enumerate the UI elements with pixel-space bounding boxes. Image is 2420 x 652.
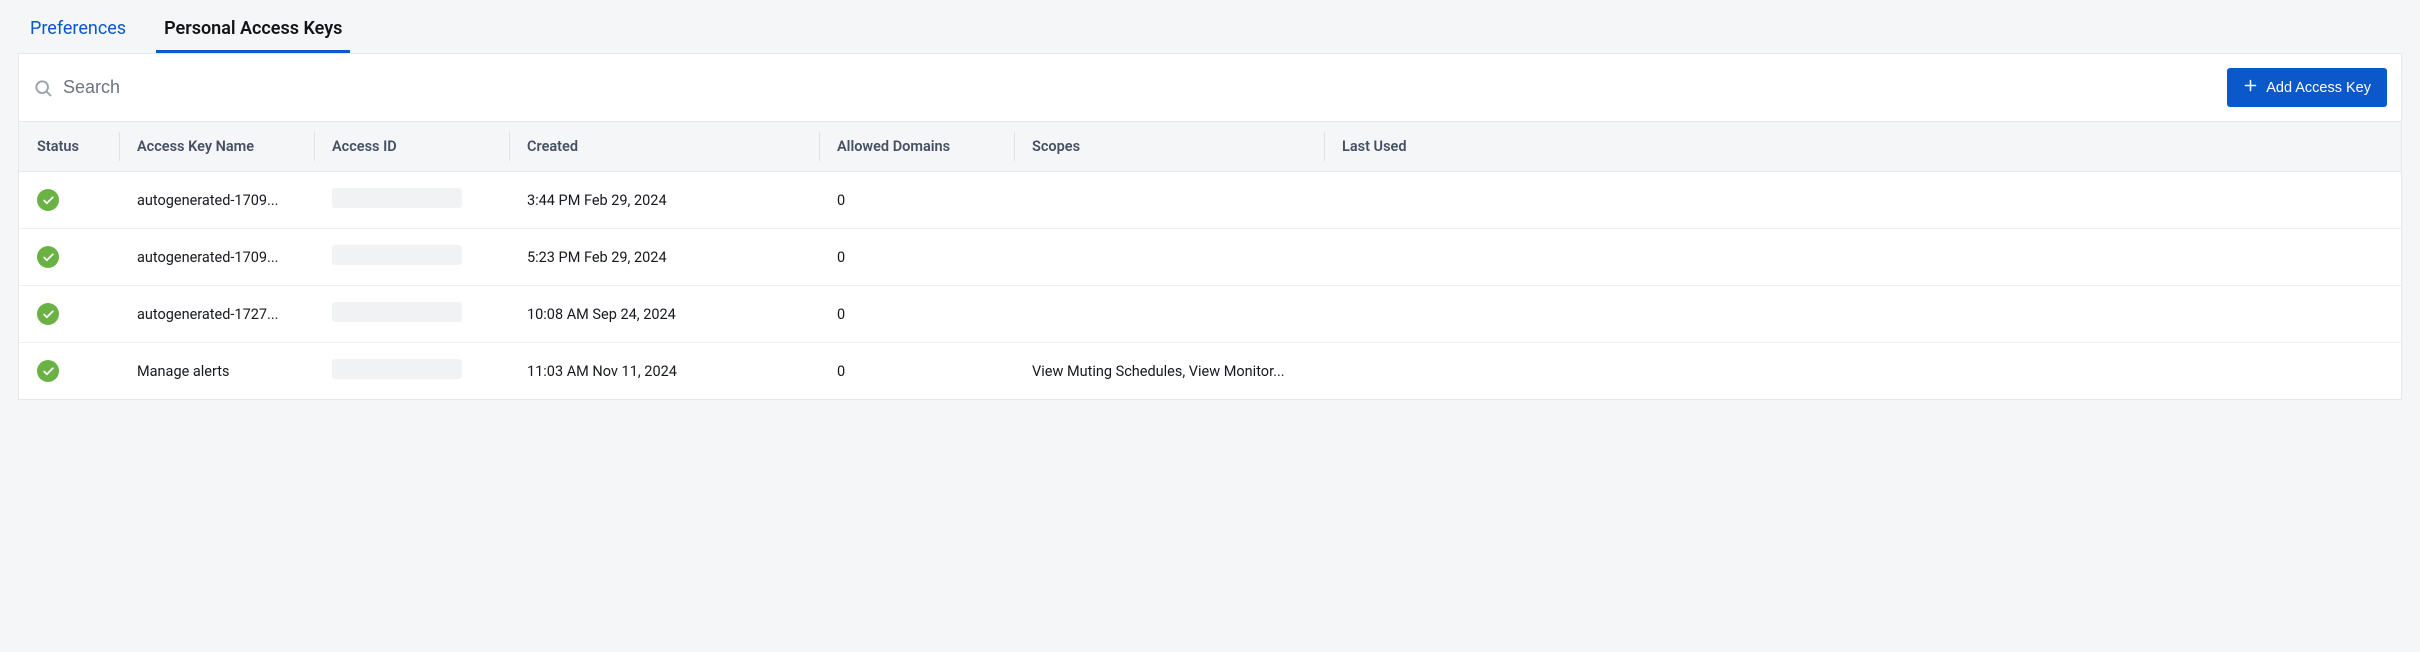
status-ok-icon bbox=[37, 303, 59, 325]
search-icon bbox=[33, 78, 53, 98]
cell-name: Manage alerts bbox=[119, 347, 314, 396]
status-ok-icon bbox=[37, 360, 59, 382]
cell-domains: 0 bbox=[819, 233, 1014, 282]
redacted-id bbox=[332, 245, 462, 265]
cell-name: autogenerated-1727... bbox=[119, 290, 314, 339]
cell-last-used bbox=[1324, 184, 2401, 216]
cell-scopes bbox=[1014, 184, 1324, 216]
col-header-id[interactable]: Access ID bbox=[314, 122, 509, 171]
cell-created: 5:23 PM Feb 29, 2024 bbox=[509, 233, 819, 282]
cell-last-used bbox=[1324, 298, 2401, 330]
add-access-key-label: Add Access Key bbox=[2266, 80, 2371, 96]
cell-id bbox=[314, 229, 509, 285]
table-header: Status Access Key Name Access ID Created… bbox=[19, 121, 2401, 172]
cell-created: 11:03 AM Nov 11, 2024 bbox=[509, 347, 819, 396]
add-access-key-button[interactable]: Add Access Key bbox=[2227, 68, 2387, 107]
access-keys-panel: Add Access Key Status Access Key Name Ac… bbox=[18, 53, 2402, 400]
col-header-last-used[interactable]: Last Used bbox=[1324, 122, 2401, 171]
tabs: Preferences Personal Access Keys bbox=[18, 0, 2402, 53]
tab-preferences[interactable]: Preferences bbox=[30, 18, 126, 53]
redacted-id bbox=[332, 302, 462, 322]
cell-created: 10:08 AM Sep 24, 2024 bbox=[509, 290, 819, 339]
cell-id bbox=[314, 286, 509, 342]
cell-domains: 0 bbox=[819, 290, 1014, 339]
tab-personal-access-keys[interactable]: Personal Access Keys bbox=[164, 18, 342, 53]
col-header-name[interactable]: Access Key Name bbox=[119, 122, 314, 171]
cell-id bbox=[314, 172, 509, 228]
cell-last-used bbox=[1324, 355, 2401, 387]
cell-status bbox=[19, 173, 119, 227]
cell-last-used bbox=[1324, 241, 2401, 273]
table-row[interactable]: autogenerated-1709... 3:44 PM Feb 29, 202… bbox=[19, 172, 2401, 229]
col-header-domains[interactable]: Allowed Domains bbox=[819, 122, 1014, 171]
plus-icon bbox=[2243, 78, 2258, 97]
table-body: autogenerated-1709... 3:44 PM Feb 29, 202… bbox=[19, 172, 2401, 399]
cell-domains: 0 bbox=[819, 347, 1014, 396]
col-header-status[interactable]: Status bbox=[19, 122, 119, 171]
toolbar: Add Access Key bbox=[19, 54, 2401, 121]
table-row[interactable]: autogenerated-1727... 10:08 AM Sep 24, 20… bbox=[19, 286, 2401, 343]
redacted-id bbox=[332, 188, 462, 208]
cell-name: autogenerated-1709... bbox=[119, 233, 314, 282]
cell-domains: 0 bbox=[819, 176, 1014, 225]
redacted-id bbox=[332, 359, 462, 379]
cell-scopes: View Muting Schedules, View Monitor... bbox=[1014, 347, 1324, 396]
col-header-created[interactable]: Created bbox=[509, 122, 819, 171]
table-row[interactable]: Manage alerts 11:03 AM Nov 11, 20240View … bbox=[19, 343, 2401, 399]
cell-id bbox=[314, 343, 509, 399]
cell-status bbox=[19, 230, 119, 284]
status-ok-icon bbox=[37, 189, 59, 211]
col-header-scopes[interactable]: Scopes bbox=[1014, 122, 1324, 171]
cell-status bbox=[19, 344, 119, 398]
table-row[interactable]: autogenerated-1709... 5:23 PM Feb 29, 202… bbox=[19, 229, 2401, 286]
cell-name: autogenerated-1709... bbox=[119, 176, 314, 225]
cell-created: 3:44 PM Feb 29, 2024 bbox=[509, 176, 819, 225]
cell-status bbox=[19, 287, 119, 341]
status-ok-icon bbox=[37, 246, 59, 268]
search-input[interactable] bbox=[63, 77, 2217, 98]
cell-scopes bbox=[1014, 298, 1324, 330]
cell-scopes bbox=[1014, 241, 1324, 273]
